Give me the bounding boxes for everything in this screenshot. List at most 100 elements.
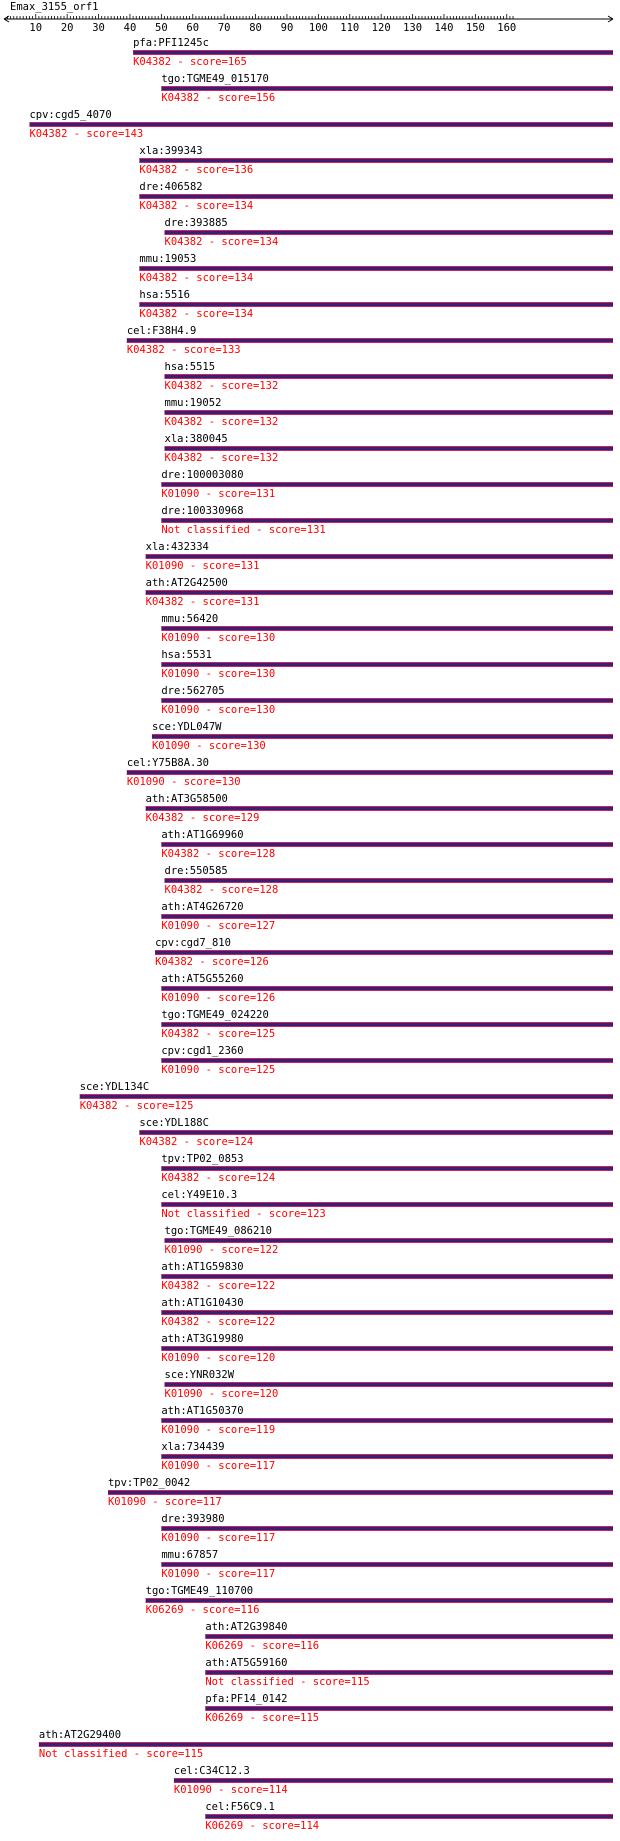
hit-annotation: K04382 - score=136 <box>139 164 253 176</box>
axis-tick-label: 140 <box>434 22 453 34</box>
axis-tick-label: 100 <box>309 22 328 34</box>
hit-row: pfa:PFI1245c K04382 - score=165 <box>133 37 613 68</box>
axis-tick-label: 40 <box>124 22 137 34</box>
hit-annotation: K01090 - score=127 <box>161 920 275 932</box>
hit-row: dre:393980 K01090 - score=117 <box>161 1513 614 1544</box>
hit-row: cel:Y49E10.3 Not classified - score=123 <box>161 1189 614 1220</box>
hit-row: mmu:19052 K04382 - score=132 <box>164 397 613 428</box>
hit-name: dre:393980 <box>161 1513 224 1525</box>
hit-bar <box>139 158 613 163</box>
axis-tick-label: 160 <box>497 22 516 34</box>
hit-bar <box>145 554 613 559</box>
hit-row: cpv:cgd5_4070 K04382 - score=143 <box>29 109 614 140</box>
hit-annotation: Not classified - score=131 <box>161 524 325 536</box>
hit-bar <box>139 1130 613 1135</box>
hit-row: sce:YDL047W K01090 - score=130 <box>151 721 613 752</box>
position-axis: 10 20 30 40 50 60 70 80 90 100 110 120 130 140 150 160 <box>3 14 614 34</box>
hit-annotation: K04382 - score=134 <box>139 308 253 320</box>
hit-row: dre:100330968 Not classified - score=131 <box>161 505 614 536</box>
hit-name: cpv:cgd7_810 <box>155 937 231 949</box>
hit-bar <box>161 518 614 523</box>
hit-bar <box>205 1634 613 1639</box>
hit-name: mmu:56420 <box>161 613 218 625</box>
hit-row: xla:399343 K04382 - score=136 <box>139 145 613 176</box>
hit-name: tgo:TGME49_015170 <box>161 73 268 85</box>
hit-bar <box>161 986 614 991</box>
hit-annotation: K04382 - score=133 <box>127 344 241 356</box>
hit-name: hsa:5516 <box>139 289 190 301</box>
hit-name: ath:AT1G69960 <box>161 829 243 841</box>
hit-bar <box>164 374 613 379</box>
hit-row: hsa:5531 K01090 - score=130 <box>161 649 614 680</box>
hit-bar <box>161 1418 614 1423</box>
hit-name: tgo:TGME49_024220 <box>161 1009 268 1021</box>
hit-bar <box>79 1094 614 1099</box>
hit-name: cel:C34C12.3 <box>174 1765 250 1777</box>
axis-right-arrow <box>607 15 614 23</box>
hit-row: cpv:cgd1_2360 K01090 - score=125 <box>161 1045 614 1076</box>
hit-bar <box>164 410 613 415</box>
hit-bar <box>164 446 613 451</box>
hit-bar <box>161 662 614 667</box>
axis-tick-label: 120 <box>372 22 391 34</box>
hit-name: sce:YNR032W <box>165 1369 235 1381</box>
hit-annotation: K04382 - score=156 <box>161 92 275 104</box>
hit-name: pfa:PFI1245c <box>133 37 209 49</box>
hit-row: cel:C34C12.3 K01090 - score=114 <box>173 1765 614 1796</box>
hit-name: ath:AT2G39840 <box>205 1621 287 1633</box>
hit-name: hsa:5515 <box>165 361 216 373</box>
hit-annotation: K01090 - score=114 <box>174 1784 288 1796</box>
axis-tick-label: 130 <box>403 22 422 34</box>
hit-row: sce:YDL134C K04382 - score=125 <box>79 1081 614 1112</box>
hit-name: cpv:cgd1_2360 <box>161 1045 243 1057</box>
hit-name: sce:YDL188C <box>139 1117 209 1129</box>
hit-name: cel:F38H4.9 <box>127 325 197 337</box>
hit-name: xla:432334 <box>146 541 209 553</box>
hit-row: tgo:TGME49_110700 K06269 - score=116 <box>145 1585 613 1616</box>
hit-row: hsa:5516 K04382 - score=134 <box>139 289 613 320</box>
hit-bar <box>164 1238 613 1243</box>
axis-tick-label: 60 <box>186 22 199 34</box>
hit-row: tpv:TP02_0853 K04382 - score=124 <box>161 1153 614 1184</box>
hit-bar <box>205 1706 613 1711</box>
hit-bar <box>145 1598 613 1603</box>
axis-left-arrow <box>3 15 10 23</box>
hit-name: tgo:TGME49_086210 <box>165 1225 272 1237</box>
hit-row: tgo:TGME49_086210 K01090 - score=122 <box>164 1225 613 1256</box>
hit-row: cpv:cgd7_810 K04382 - score=126 <box>155 937 613 968</box>
hit-row: sce:YDL188C K04382 - score=124 <box>139 1117 613 1148</box>
hit-name: dre:406582 <box>139 181 202 193</box>
hit-row: mmu:56420 K01090 - score=130 <box>161 613 614 644</box>
hit-row: ath:AT2G39840 K06269 - score=116 <box>205 1621 613 1652</box>
hit-bar <box>164 878 613 883</box>
hit-name: dre:550585 <box>165 865 228 877</box>
hit-bar <box>126 770 613 775</box>
hit-bar <box>139 302 613 307</box>
hit-name: ath:AT5G59160 <box>205 1657 287 1669</box>
hit-annotation: K06269 - score=116 <box>205 1640 319 1652</box>
hit-bar <box>155 950 613 955</box>
hit-row: dre:406582 K04382 - score=134 <box>139 181 613 212</box>
hit-name: dre:100003080 <box>161 469 243 481</box>
hit-bar <box>161 626 614 631</box>
hit-row: dre:393885 K04382 - score=134 <box>164 217 613 248</box>
hit-annotation: K04382 - score=122 <box>161 1280 275 1292</box>
hit-bar <box>161 1310 614 1315</box>
hit-annotation: K04382 - score=132 <box>165 452 279 464</box>
hit-bar <box>151 734 613 739</box>
hit-annotation: K01090 - score=130 <box>127 776 241 788</box>
hit-annotation: K04382 - score=126 <box>155 956 269 968</box>
hit-name: ath:AT2G42500 <box>146 577 228 589</box>
hit-annotation: K01090 - score=131 <box>161 488 275 500</box>
axis-tick-label: 20 <box>61 22 74 34</box>
hit-bar <box>161 86 614 91</box>
hit-bar <box>161 698 614 703</box>
hit-name: xla:380045 <box>165 433 228 445</box>
hit-row: xla:380045 K04382 - score=132 <box>164 433 613 464</box>
hit-annotation: Not classified - score=115 <box>205 1676 369 1688</box>
hit-bar <box>161 1166 614 1171</box>
hit-bar <box>161 1058 614 1063</box>
hit-row: dre:562705 K01090 - score=130 <box>161 685 614 716</box>
axis-tick-label: 50 <box>155 22 168 34</box>
